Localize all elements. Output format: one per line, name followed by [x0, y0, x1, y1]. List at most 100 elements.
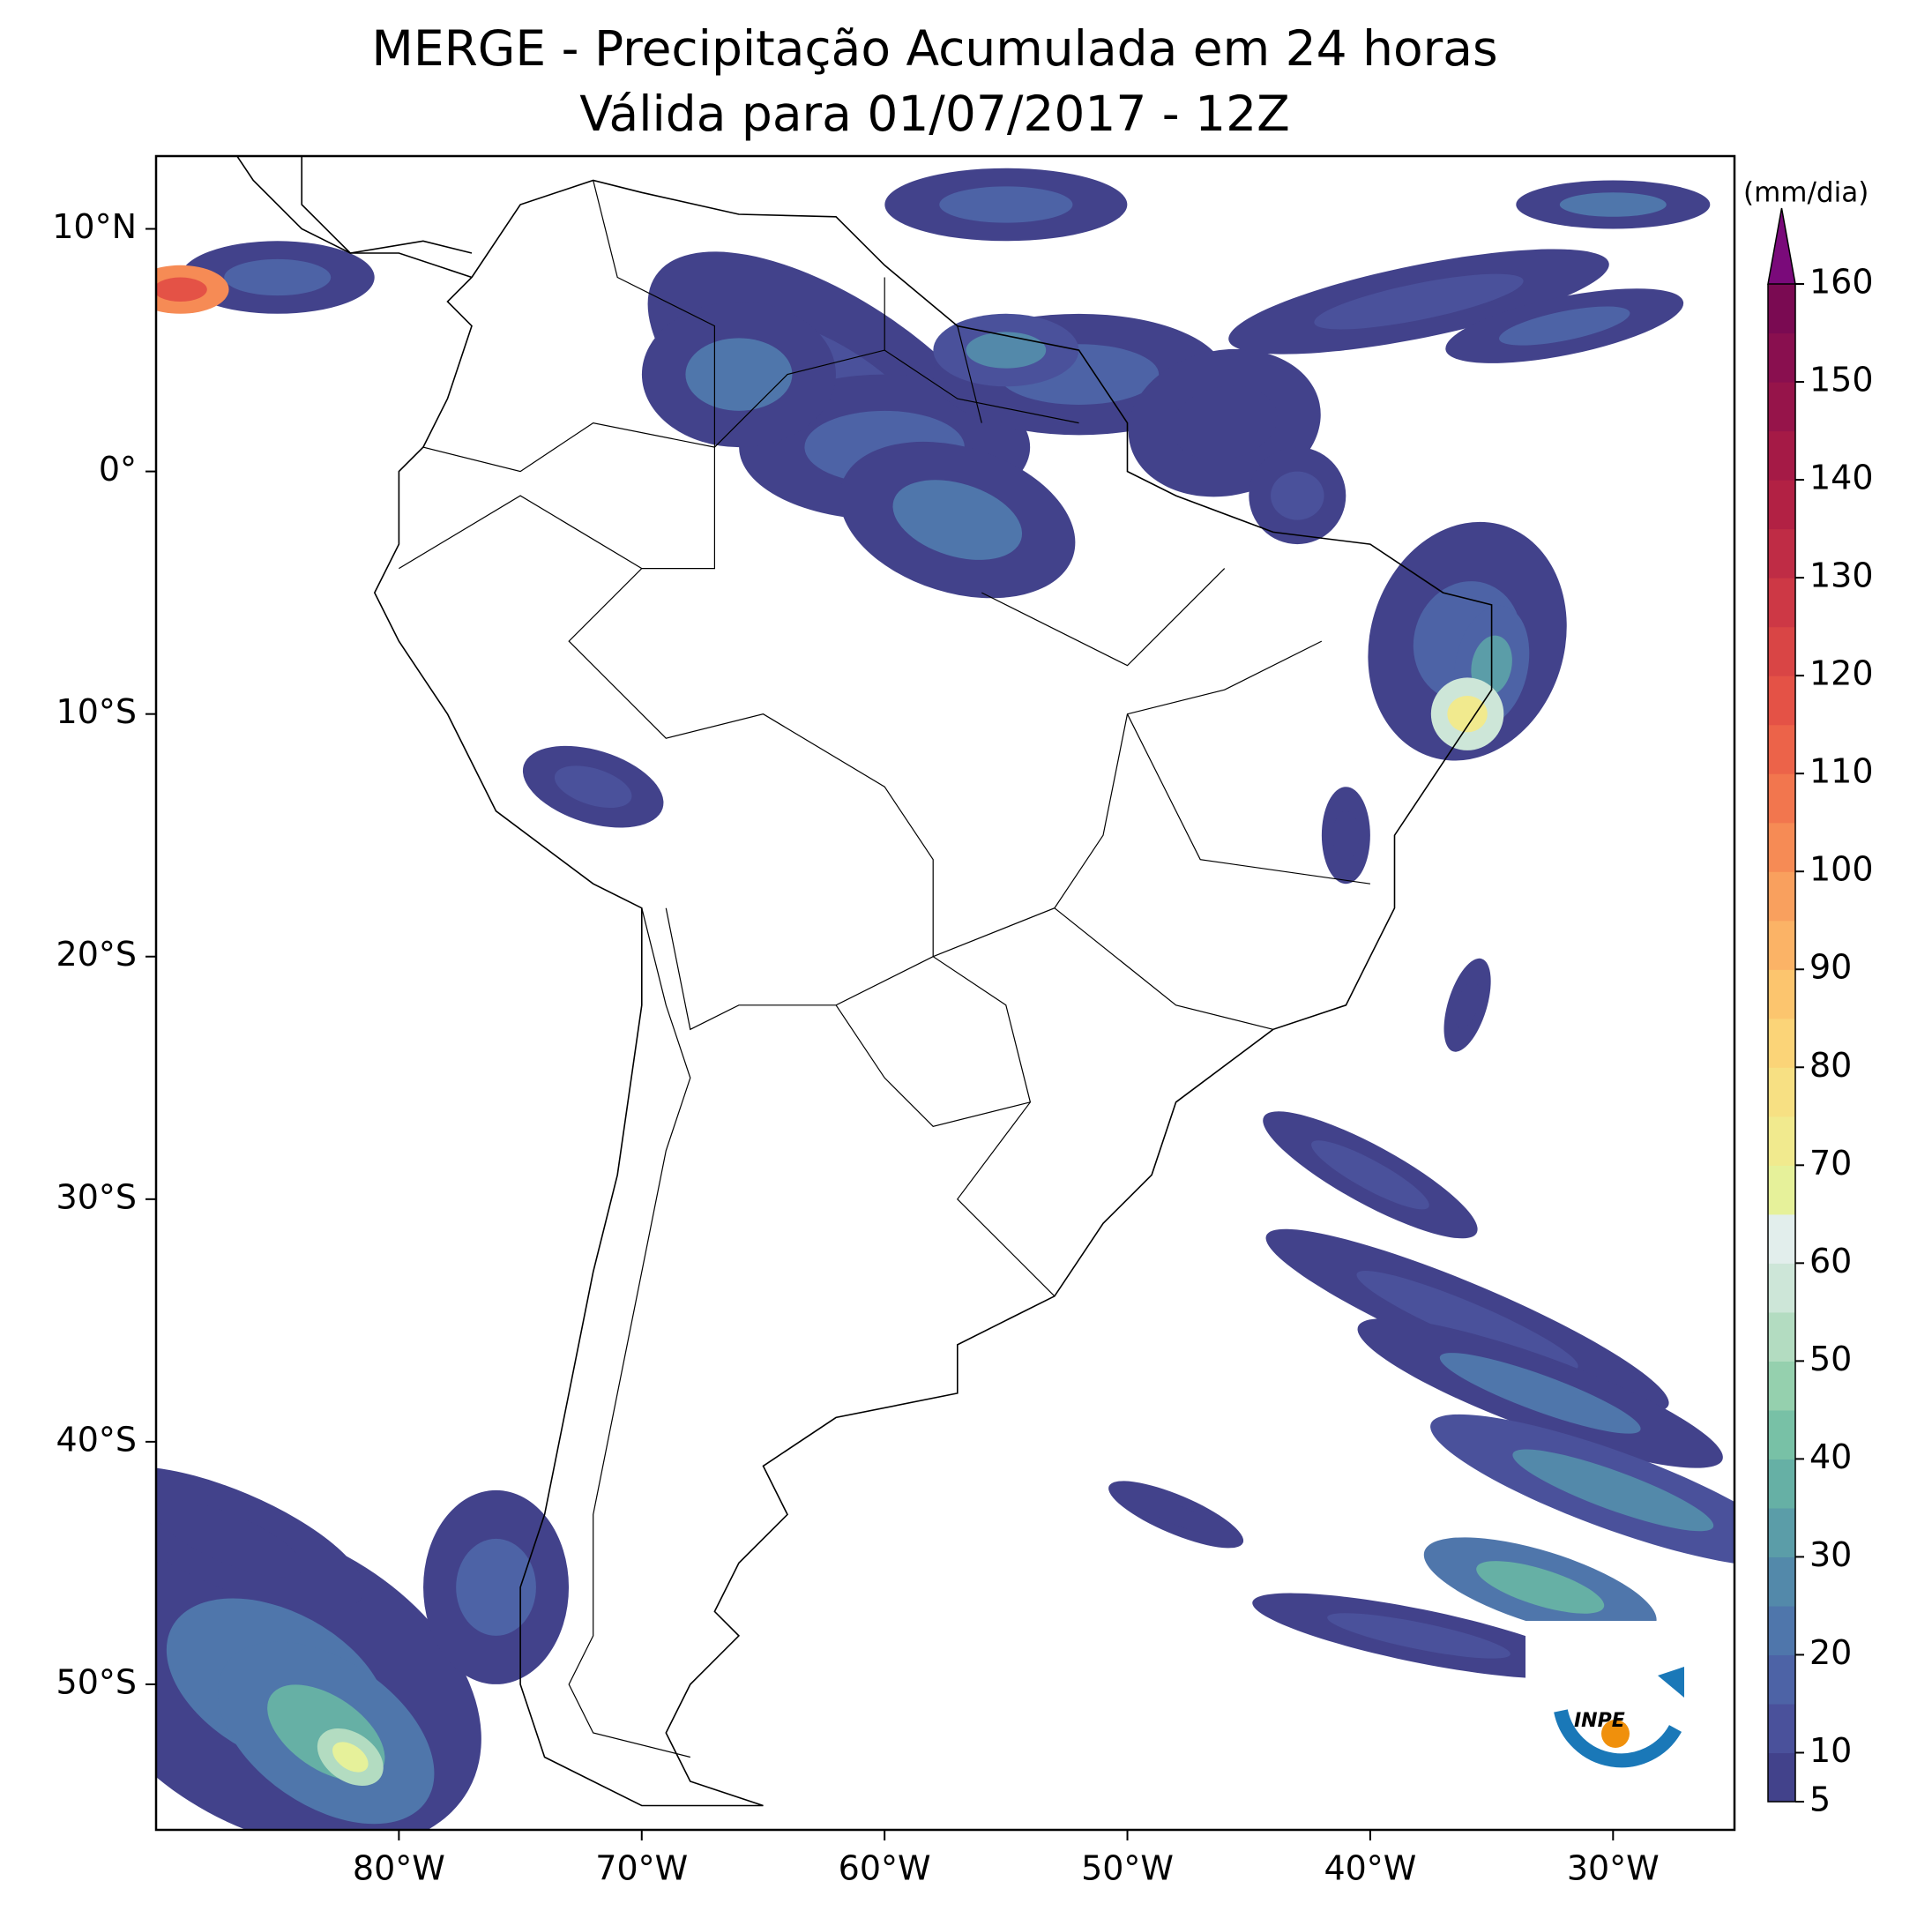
colorbar-band — [1768, 1409, 1795, 1459]
colorbar-tick-label: 110 — [1809, 752, 1874, 791]
colorbar-tick-label: 40 — [1809, 1437, 1852, 1476]
colorbar-frame — [1767, 284, 1796, 1803]
rain-core — [1138, 1497, 1213, 1533]
colorbar-tick-label: 5 — [1809, 1780, 1831, 1819]
border — [835, 1004, 1031, 1127]
colorbar-tick-label: 10 — [1809, 1731, 1852, 1770]
colorbar-band — [1768, 382, 1795, 432]
colorbar-band — [1768, 1507, 1795, 1558]
rain-core — [332, 1742, 369, 1773]
border — [1054, 907, 1273, 1030]
colorbar-band — [1768, 1018, 1795, 1068]
logo: INPE — [1525, 1621, 1715, 1806]
colorbar-tick-label: 160 — [1809, 263, 1874, 302]
rain-core — [1356, 1271, 1578, 1370]
x-tick-label: 80°W — [353, 1849, 445, 1888]
colorbar-band — [1768, 1213, 1795, 1264]
coastline — [235, 156, 473, 279]
y-tick-label: 10°S — [56, 692, 137, 731]
colorbar-tick-label: 120 — [1809, 654, 1874, 693]
rain-core — [456, 1538, 536, 1636]
colorbar-band — [1768, 773, 1795, 824]
colorbar-band — [1768, 920, 1795, 970]
colorbar-band — [1768, 822, 1795, 872]
colorbar-band — [1768, 1361, 1795, 1411]
y-tick-label: 10°N — [52, 207, 137, 246]
colorbar-tick-label: 80 — [1809, 1046, 1852, 1085]
rain-core — [1311, 1140, 1429, 1210]
border — [593, 180, 715, 448]
rain-core — [1454, 982, 1481, 1029]
colorbar-band — [1768, 724, 1795, 774]
x-tick-label: 70°W — [595, 1849, 688, 1888]
rain-core — [892, 480, 1023, 560]
map-frame — [154, 154, 1736, 1832]
rain-core — [1314, 273, 1524, 330]
x-tick-label: 40°W — [1324, 1849, 1416, 1888]
rain-core — [224, 258, 332, 296]
colorbar-band — [1768, 1311, 1795, 1362]
border — [957, 325, 982, 423]
colorbar-band — [1768, 1703, 1795, 1754]
colorbar-tick-label: 90 — [1809, 948, 1852, 987]
colorbar-band — [1768, 1165, 1795, 1215]
rain-core — [939, 186, 1073, 223]
colorbar-tick-label: 70 — [1809, 1144, 1852, 1183]
border — [568, 907, 691, 1758]
x-tick-label: 60°W — [839, 1849, 931, 1888]
precipitation — [156, 168, 1734, 1830]
colorbar-band — [1768, 528, 1795, 579]
x-tick-label: 50°W — [1081, 1849, 1174, 1888]
rain-core — [554, 765, 632, 809]
coastline — [301, 156, 473, 254]
colorbar-band — [1768, 284, 1795, 334]
colorbar: 5 10 20 30 40 50 60 70 80 90 100 110 120 130 140 150 160 — [1767, 207, 1874, 1819]
y-tick-label: 0° — [99, 450, 137, 489]
colorbar-tick-label: 150 — [1809, 361, 1874, 399]
border — [422, 349, 1079, 473]
y-tick-label: 30°S — [56, 1177, 137, 1216]
colorbar-band — [1768, 626, 1795, 676]
colorbar-band — [1768, 430, 1795, 481]
rain-core — [1171, 385, 1278, 460]
title: MERGE - Precipitação Acumulada em 24 hor… — [371, 20, 1497, 77]
rain-core — [685, 338, 793, 411]
colorbar-band — [1768, 332, 1795, 383]
colorbar-band — [1768, 1459, 1795, 1509]
rain-core — [156, 277, 207, 302]
colorbar-tick-label: 130 — [1809, 556, 1874, 595]
border — [932, 640, 1323, 958]
x-tick-label: 30°W — [1567, 1849, 1660, 1888]
colorbar-tick-label: 50 — [1809, 1340, 1852, 1378]
colorbar-tick-label: 30 — [1809, 1535, 1852, 1574]
colorbar-band — [1768, 1263, 1795, 1313]
colorbar-band — [1768, 1116, 1795, 1166]
colorbar-band — [1768, 871, 1795, 922]
colorbar-band — [1768, 578, 1795, 628]
colorbar-tick-label: 60 — [1809, 1242, 1852, 1280]
border — [981, 568, 1226, 667]
colorbar-band — [1768, 1752, 1795, 1803]
rain-core — [156, 1500, 303, 1578]
colorbar-tick-label: 140 — [1809, 459, 1874, 497]
rain-core — [966, 332, 1047, 369]
colorbar-band — [1768, 676, 1795, 726]
colorbar-extend — [1767, 207, 1796, 285]
coastline — [373, 179, 1493, 1807]
colorbar-tick-label: 20 — [1809, 1633, 1852, 1672]
border — [399, 495, 643, 570]
colorbar-band — [1768, 1067, 1795, 1117]
border — [1126, 713, 1370, 885]
y-tick-label: 50°S — [56, 1662, 137, 1701]
colorbar-band — [1768, 480, 1795, 530]
rain-core — [1439, 1353, 1641, 1434]
colorbar-band — [1768, 969, 1795, 1019]
rain-core — [1327, 1613, 1511, 1659]
rain-core — [1559, 192, 1667, 217]
rain-core — [1271, 471, 1324, 520]
border — [665, 907, 934, 1031]
coastlines — [235, 156, 1493, 1807]
colorbar-tick-label: 100 — [1809, 850, 1874, 889]
y-tick-label: 20°S — [56, 935, 137, 974]
